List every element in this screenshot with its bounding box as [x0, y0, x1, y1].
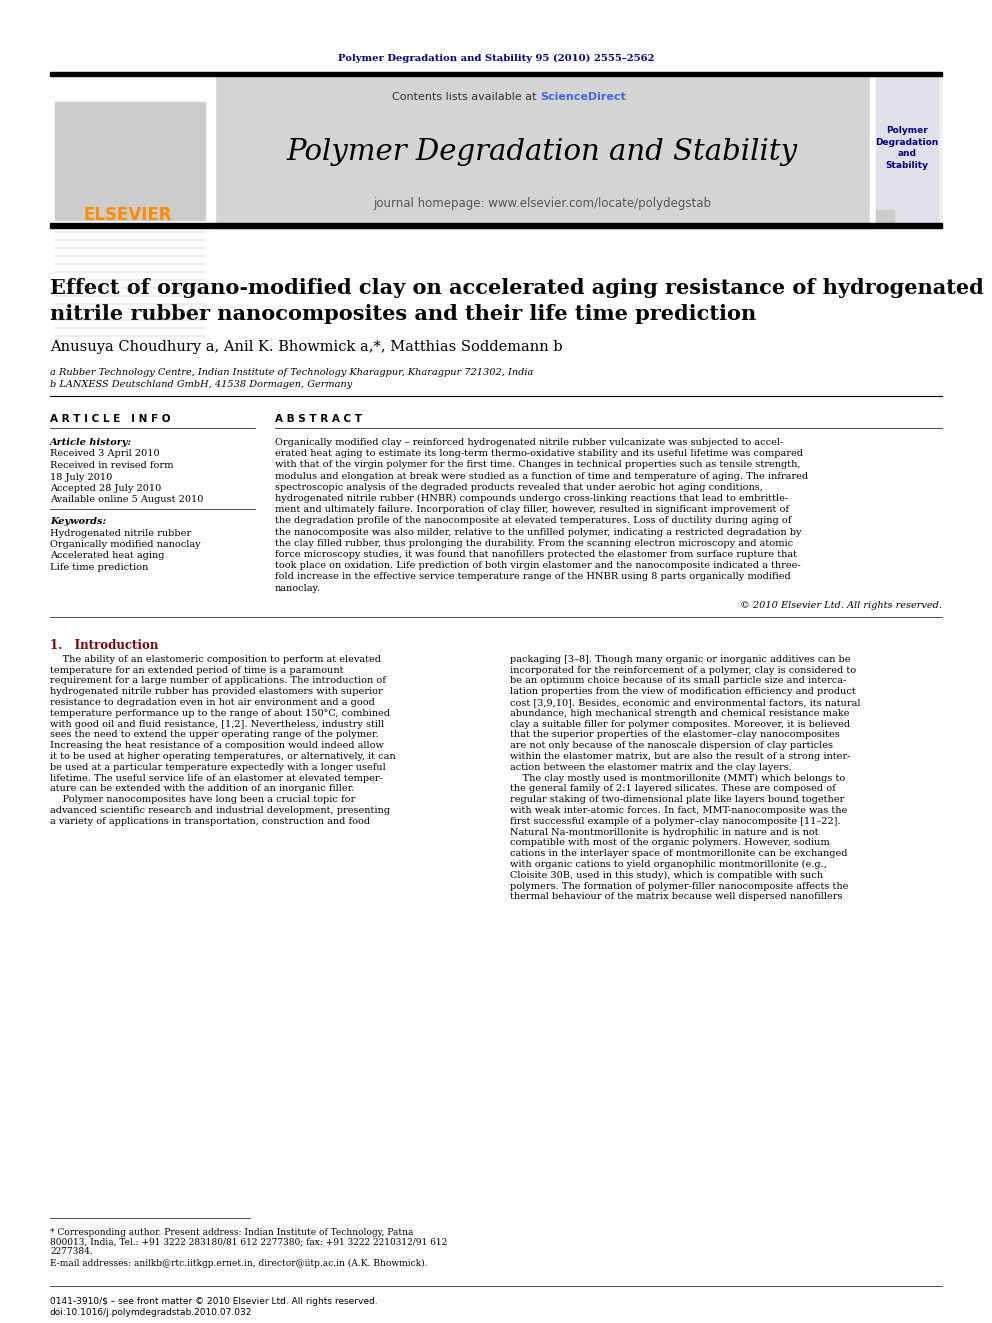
- Text: cost [3,9,10]. Besides, economic and environmental factors, its natural: cost [3,9,10]. Besides, economic and env…: [510, 699, 860, 706]
- Text: journal homepage: www.elsevier.com/locate/polydegstab: journal homepage: www.elsevier.com/locat…: [374, 197, 711, 210]
- Text: temperature for an extended period of time is a paramount: temperature for an extended period of ti…: [50, 665, 343, 675]
- Text: a variety of applications in transportation, construction and food: a variety of applications in transportat…: [50, 816, 370, 826]
- Bar: [876, 210, 894, 224]
- Text: fold increase in the effective service temperature range of the HNBR using 8 par: fold increase in the effective service t…: [275, 573, 791, 581]
- Text: ature can be extended with the addition of an inorganic filler.: ature can be extended with the addition …: [50, 785, 354, 794]
- Text: it to be used at higher operating temperatures, or alternatively, it can: it to be used at higher operating temper…: [50, 751, 396, 761]
- Text: the clay filled rubber, thus prolonging the durability. From the scanning electr: the clay filled rubber, thus prolonging …: [275, 538, 794, 548]
- Text: force microscopy studies, it was found that nanofillers protected the elastomer : force microscopy studies, it was found t…: [275, 550, 797, 560]
- Text: polymers. The formation of polymer-filler nanocomposite affects the: polymers. The formation of polymer-fille…: [510, 881, 848, 890]
- Text: Polymer Degradation and Stability 95 (2010) 2555–2562: Polymer Degradation and Stability 95 (20…: [337, 53, 655, 62]
- Text: within the elastomer matrix, but are also the result of a strong inter-: within the elastomer matrix, but are als…: [510, 751, 850, 761]
- Text: compatible with most of the organic polymers. However, sodium: compatible with most of the organic poly…: [510, 839, 829, 848]
- Text: Polymer
Degradation
and
Stability: Polymer Degradation and Stability: [875, 126, 938, 171]
- Text: first successful example of a polymer–clay nanocomposite [11–22].: first successful example of a polymer–cl…: [510, 816, 840, 826]
- Text: the general family of 2:1 layered silicates. These are composed of: the general family of 2:1 layered silica…: [510, 785, 835, 794]
- Text: regular staking of two-dimensional plate like layers bound together: regular staking of two-dimensional plate…: [510, 795, 844, 804]
- Text: a Rubber Technology Centre, Indian Institute of Technology Kharagpur, Kharagpur : a Rubber Technology Centre, Indian Insti…: [50, 368, 534, 377]
- Bar: [50, 75, 215, 228]
- Text: abundance, high mechanical strength and chemical resistance make: abundance, high mechanical strength and …: [510, 709, 849, 718]
- Text: A B S T R A C T: A B S T R A C T: [275, 414, 362, 423]
- Text: sees the need to extend the upper operating range of the polymer.: sees the need to extend the upper operat…: [50, 730, 379, 740]
- Bar: [870, 75, 942, 228]
- Text: cations in the interlayer space of montmorillonite can be exchanged: cations in the interlayer space of montm…: [510, 849, 847, 859]
- Text: Life time prediction: Life time prediction: [50, 564, 148, 572]
- Text: Article history:: Article history:: [50, 438, 132, 447]
- Text: advanced scientific research and industrial development, presenting: advanced scientific research and industr…: [50, 806, 390, 815]
- Text: 800013, India, Tel.: +91 3222 283180/81 612 2277380; fax: +91 3222 2210312/91 61: 800013, India, Tel.: +91 3222 283180/81 …: [50, 1237, 447, 1246]
- Text: E-mail addresses: anilkb@rtc.iitkgp.ernet.in, director@iitp.ac.in (A.K. Bhowmick: E-mail addresses: anilkb@rtc.iitkgp.erne…: [50, 1258, 428, 1267]
- Text: spectroscopic analysis of the degraded products revealed that under aerobic hot : spectroscopic analysis of the degraded p…: [275, 483, 763, 492]
- Text: be used at a particular temperature expectedly with a longer useful: be used at a particular temperature expe…: [50, 763, 386, 771]
- Text: nitrile rubber nanocomposites and their life time prediction: nitrile rubber nanocomposites and their …: [50, 304, 756, 324]
- Text: Received 3 April 2010: Received 3 April 2010: [50, 450, 160, 459]
- Text: are not only because of the nanoscale dispersion of clay particles: are not only because of the nanoscale di…: [510, 741, 833, 750]
- Text: packaging [3–8]. Though many organic or inorganic additives can be: packaging [3–8]. Though many organic or …: [510, 655, 850, 664]
- Text: thermal behaviour of the matrix because well dispersed nanofillers: thermal behaviour of the matrix because …: [510, 893, 842, 901]
- Text: the degradation profile of the nanocomposite at elevated temperatures. Loss of d: the degradation profile of the nanocompo…: [275, 516, 792, 525]
- Bar: [876, 75, 938, 224]
- Bar: [870, 75, 876, 228]
- Bar: [50, 224, 942, 228]
- Text: Accepted 28 July 2010: Accepted 28 July 2010: [50, 484, 162, 493]
- Text: that the superior properties of the elastomer–clay nanocomposites: that the superior properties of the elas…: [510, 730, 840, 740]
- Text: b LANXESS Deutschland GmbH, 41538 Dormagen, Germany: b LANXESS Deutschland GmbH, 41538 Dormag…: [50, 380, 352, 389]
- Text: 1.   Introduction: 1. Introduction: [50, 639, 159, 652]
- Text: Organically modified clay – reinforced hydrogenated nitrile rubber vulcanizate w: Organically modified clay – reinforced h…: [275, 438, 784, 447]
- Text: with weak inter-atomic forces. In fact, MMT-nanocomposite was the: with weak inter-atomic forces. In fact, …: [510, 806, 847, 815]
- Bar: [50, 71, 942, 75]
- Text: Contents lists available at: Contents lists available at: [393, 93, 541, 102]
- Text: 18 July 2010: 18 July 2010: [50, 472, 112, 482]
- Text: Hydrogenated nitrile rubber: Hydrogenated nitrile rubber: [50, 528, 191, 537]
- Text: with that of the virgin polymer for the first time. Changes in technical propert: with that of the virgin polymer for the …: [275, 460, 801, 470]
- Text: Increasing the heat resistance of a composition would indeed allow: Increasing the heat resistance of a comp…: [50, 741, 384, 750]
- Text: temperature performance up to the range of about 150°C, combined: temperature performance up to the range …: [50, 709, 390, 718]
- Text: modulus and elongation at break were studied as a function of time and temperatu: modulus and elongation at break were stu…: [275, 471, 808, 480]
- Text: Accelerated heat aging: Accelerated heat aging: [50, 552, 165, 561]
- Text: ment and ultimately failure. Incorporation of clay filler, however, resulted in : ment and ultimately failure. Incorporati…: [275, 505, 789, 515]
- Text: The clay mostly used is montmorillonite (MMT) which belongs to: The clay mostly used is montmorillonite …: [510, 774, 845, 783]
- Text: Polymer nanocomposites have long been a crucial topic for: Polymer nanocomposites have long been a …: [50, 795, 355, 804]
- Text: requirement for a large number of applications. The introduction of: requirement for a large number of applic…: [50, 676, 386, 685]
- Text: lifetime. The useful service life of an elastomer at elevated temper-: lifetime. The useful service life of an …: [50, 774, 383, 783]
- Text: Natural Na-montmorillonite is hydrophilic in nature and is not: Natural Na-montmorillonite is hydrophili…: [510, 828, 818, 836]
- Text: ScienceDirect: ScienceDirect: [541, 93, 626, 102]
- Text: Effect of organo-modified clay on accelerated aging resistance of hydrogenated: Effect of organo-modified clay on accele…: [50, 278, 984, 298]
- Text: © 2010 Elsevier Ltd. All rights reserved.: © 2010 Elsevier Ltd. All rights reserved…: [740, 601, 942, 610]
- Text: with good oil and fluid resistance, [1,2]. Nevertheless, industry still: with good oil and fluid resistance, [1,2…: [50, 720, 384, 729]
- Text: Available online 5 August 2010: Available online 5 August 2010: [50, 496, 203, 504]
- Text: incorporated for the reinforcement of a polymer, clay is considered to: incorporated for the reinforcement of a …: [510, 665, 856, 675]
- Bar: [215, 75, 870, 228]
- Text: Keywords:: Keywords:: [50, 517, 106, 527]
- Text: hydrogenated nitrile rubber has provided elastomers with superior: hydrogenated nitrile rubber has provided…: [50, 687, 383, 696]
- Text: * Corresponding author. Present address: Indian Institute of Technology, Patna: * Corresponding author. Present address:…: [50, 1228, 414, 1237]
- Bar: [55, 102, 205, 220]
- Text: Received in revised form: Received in revised form: [50, 460, 174, 470]
- Text: action between the elastomer matrix and the clay layers.: action between the elastomer matrix and …: [510, 763, 792, 771]
- Text: nanoclay.: nanoclay.: [275, 583, 320, 593]
- Text: 0141-3910/$ – see front matter © 2010 Elsevier Ltd. All rights reserved.: 0141-3910/$ – see front matter © 2010 El…: [50, 1297, 378, 1306]
- Text: with organic cations to yield organophilic montmorillonite (e.g.,: with organic cations to yield organophil…: [510, 860, 827, 869]
- Text: A R T I C L E   I N F O: A R T I C L E I N F O: [50, 414, 171, 423]
- Text: doi:10.1016/j.polymdegradstab.2010.07.032: doi:10.1016/j.polymdegradstab.2010.07.03…: [50, 1308, 252, 1316]
- Text: ELSEVIER: ELSEVIER: [83, 206, 173, 224]
- Text: lation properties from the view of modification efficiency and product: lation properties from the view of modif…: [510, 687, 856, 696]
- Text: The ability of an elastomeric composition to perform at elevated: The ability of an elastomeric compositio…: [50, 655, 381, 664]
- Text: took place on oxidation. Life prediction of both virgin elastomer and the nanoco: took place on oxidation. Life prediction…: [275, 561, 801, 570]
- Text: hydrogenated nitrile rubber (HNBR) compounds undergo cross-linking reactions tha: hydrogenated nitrile rubber (HNBR) compo…: [275, 493, 788, 503]
- Text: Polymer Degradation and Stability: Polymer Degradation and Stability: [287, 138, 798, 165]
- Text: clay a suitable filler for polymer composites. Moreover, it is believed: clay a suitable filler for polymer compo…: [510, 720, 850, 729]
- Text: the nanocomposite was also milder, relative to the unfilled polymer, indicating : the nanocomposite was also milder, relat…: [275, 528, 802, 537]
- Text: be an optimum choice because of its small particle size and interca-: be an optimum choice because of its smal…: [510, 676, 846, 685]
- Text: Anusuya Choudhury a, Anil K. Bhowmick a,*, Matthias Soddemann b: Anusuya Choudhury a, Anil K. Bhowmick a,…: [50, 340, 562, 355]
- Text: Organically modified nanoclay: Organically modified nanoclay: [50, 540, 200, 549]
- Text: erated heat aging to estimate its long-term thermo-oxidative stability and its u: erated heat aging to estimate its long-t…: [275, 450, 803, 458]
- Text: resistance to degradation even in hot air environment and a good: resistance to degradation even in hot ai…: [50, 699, 375, 706]
- Text: 2277384.: 2277384.: [50, 1248, 92, 1256]
- Text: Cloisite 30B, used in this study), which is compatible with such: Cloisite 30B, used in this study), which…: [510, 871, 823, 880]
